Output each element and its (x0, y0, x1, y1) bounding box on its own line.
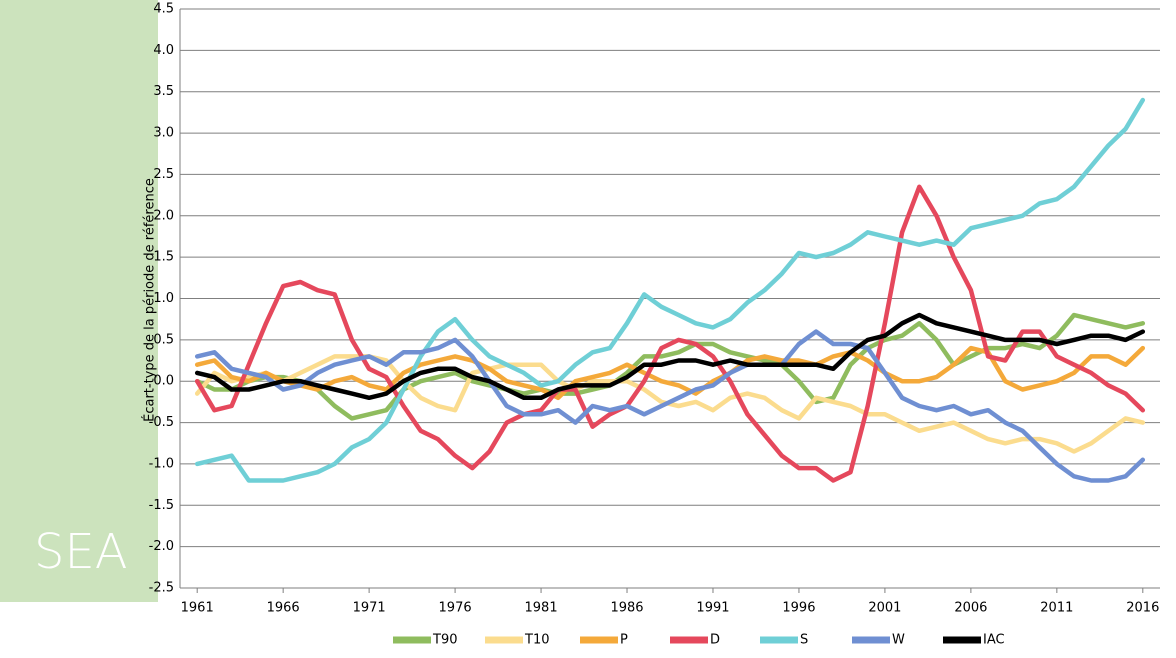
series-line (194, 312, 1146, 401)
y-tick-label: -0.5 (149, 415, 174, 430)
y-tick-label: 3.5 (153, 84, 174, 99)
y-tick-label: -2.0 (149, 539, 174, 554)
panel-label: SEA (34, 524, 128, 580)
x-tick-label: 1976 (439, 601, 472, 616)
y-tick-label: 2.0 (153, 208, 174, 223)
x-tick-label: 1986 (610, 601, 643, 616)
legend-label: D (710, 633, 720, 648)
series-line (194, 329, 1146, 483)
y-tick-label: 4.5 (153, 2, 174, 17)
y-axis-label: Écart-type de la période de référence (142, 178, 158, 422)
x-tick-label: 1961 (181, 601, 214, 616)
legend-label: P (620, 633, 628, 648)
series-line (194, 97, 1146, 483)
x-tick-label: 2006 (954, 601, 987, 616)
legend-label: S (800, 633, 808, 648)
y-tick-label: -1.5 (149, 498, 174, 513)
x-tick-label: 1996 (782, 601, 815, 616)
y-tick-label: -1.0 (149, 456, 174, 471)
legend-label: T90 (432, 633, 457, 648)
y-tick-label: 3.0 (153, 126, 174, 141)
legend-label: T10 (524, 633, 549, 648)
y-tick-label: 0.0 (153, 374, 174, 389)
y-tick-label: 4.0 (153, 43, 174, 58)
legend-label: IAC (983, 633, 1005, 648)
y-tick-label: 0.5 (153, 332, 174, 347)
x-tick-label: 1971 (353, 601, 386, 616)
y-tick-label: -2.5 (149, 581, 174, 596)
series-line (194, 184, 1146, 483)
x-tick-label: 2016 (1126, 601, 1159, 616)
x-tick-label: 2001 (868, 601, 901, 616)
x-tick-label: 2011 (1040, 601, 1073, 616)
y-tick-label: 2.5 (153, 167, 174, 182)
x-tick-label: 1981 (525, 601, 558, 616)
x-tick-label: 1966 (267, 601, 300, 616)
y-tick-label: 1.5 (153, 250, 174, 265)
y-tick-label: 1.0 (153, 291, 174, 306)
side-panel (0, 0, 158, 602)
x-tick-label: 1991 (696, 601, 729, 616)
legend-label: W (892, 633, 905, 648)
